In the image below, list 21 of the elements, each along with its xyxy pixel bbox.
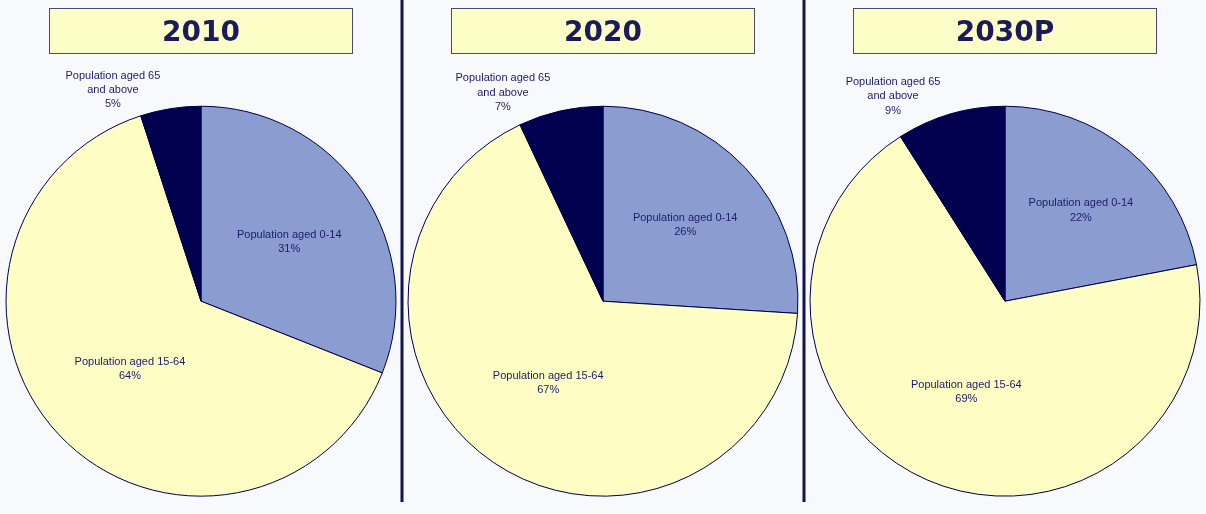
slice-label: Population aged 15-64: [492, 368, 604, 381]
chart-title: 2030P: [955, 14, 1055, 48]
slice-label: Population aged 15-64: [910, 377, 1022, 390]
chart-title: 2010: [162, 14, 240, 48]
data-label: 9%: [885, 103, 902, 116]
slice-label: Population aged 0-14: [632, 210, 738, 223]
data-label: 31%: [278, 242, 301, 255]
slice-label: Population aged 65 and above: [65, 68, 161, 95]
data-label: 64%: [118, 369, 142, 382]
slice-label: Population aged 65 and above: [845, 74, 941, 102]
data-label: 67%: [537, 382, 560, 395]
slice-label: Population aged 65 and above: [455, 71, 551, 98]
data-label: 7%: [494, 99, 512, 112]
data-label: 26%: [674, 225, 697, 238]
data-label: 69%: [955, 391, 978, 404]
data-label: 5%: [104, 97, 122, 110]
data-label: 22%: [1069, 210, 1093, 223]
slice-label: Population aged 15-64: [74, 354, 186, 367]
slice-label: Population aged 0-14: [1028, 196, 1134, 209]
slice-label: Population aged 0-14: [236, 228, 342, 241]
chart-title: 2020: [564, 14, 642, 48]
